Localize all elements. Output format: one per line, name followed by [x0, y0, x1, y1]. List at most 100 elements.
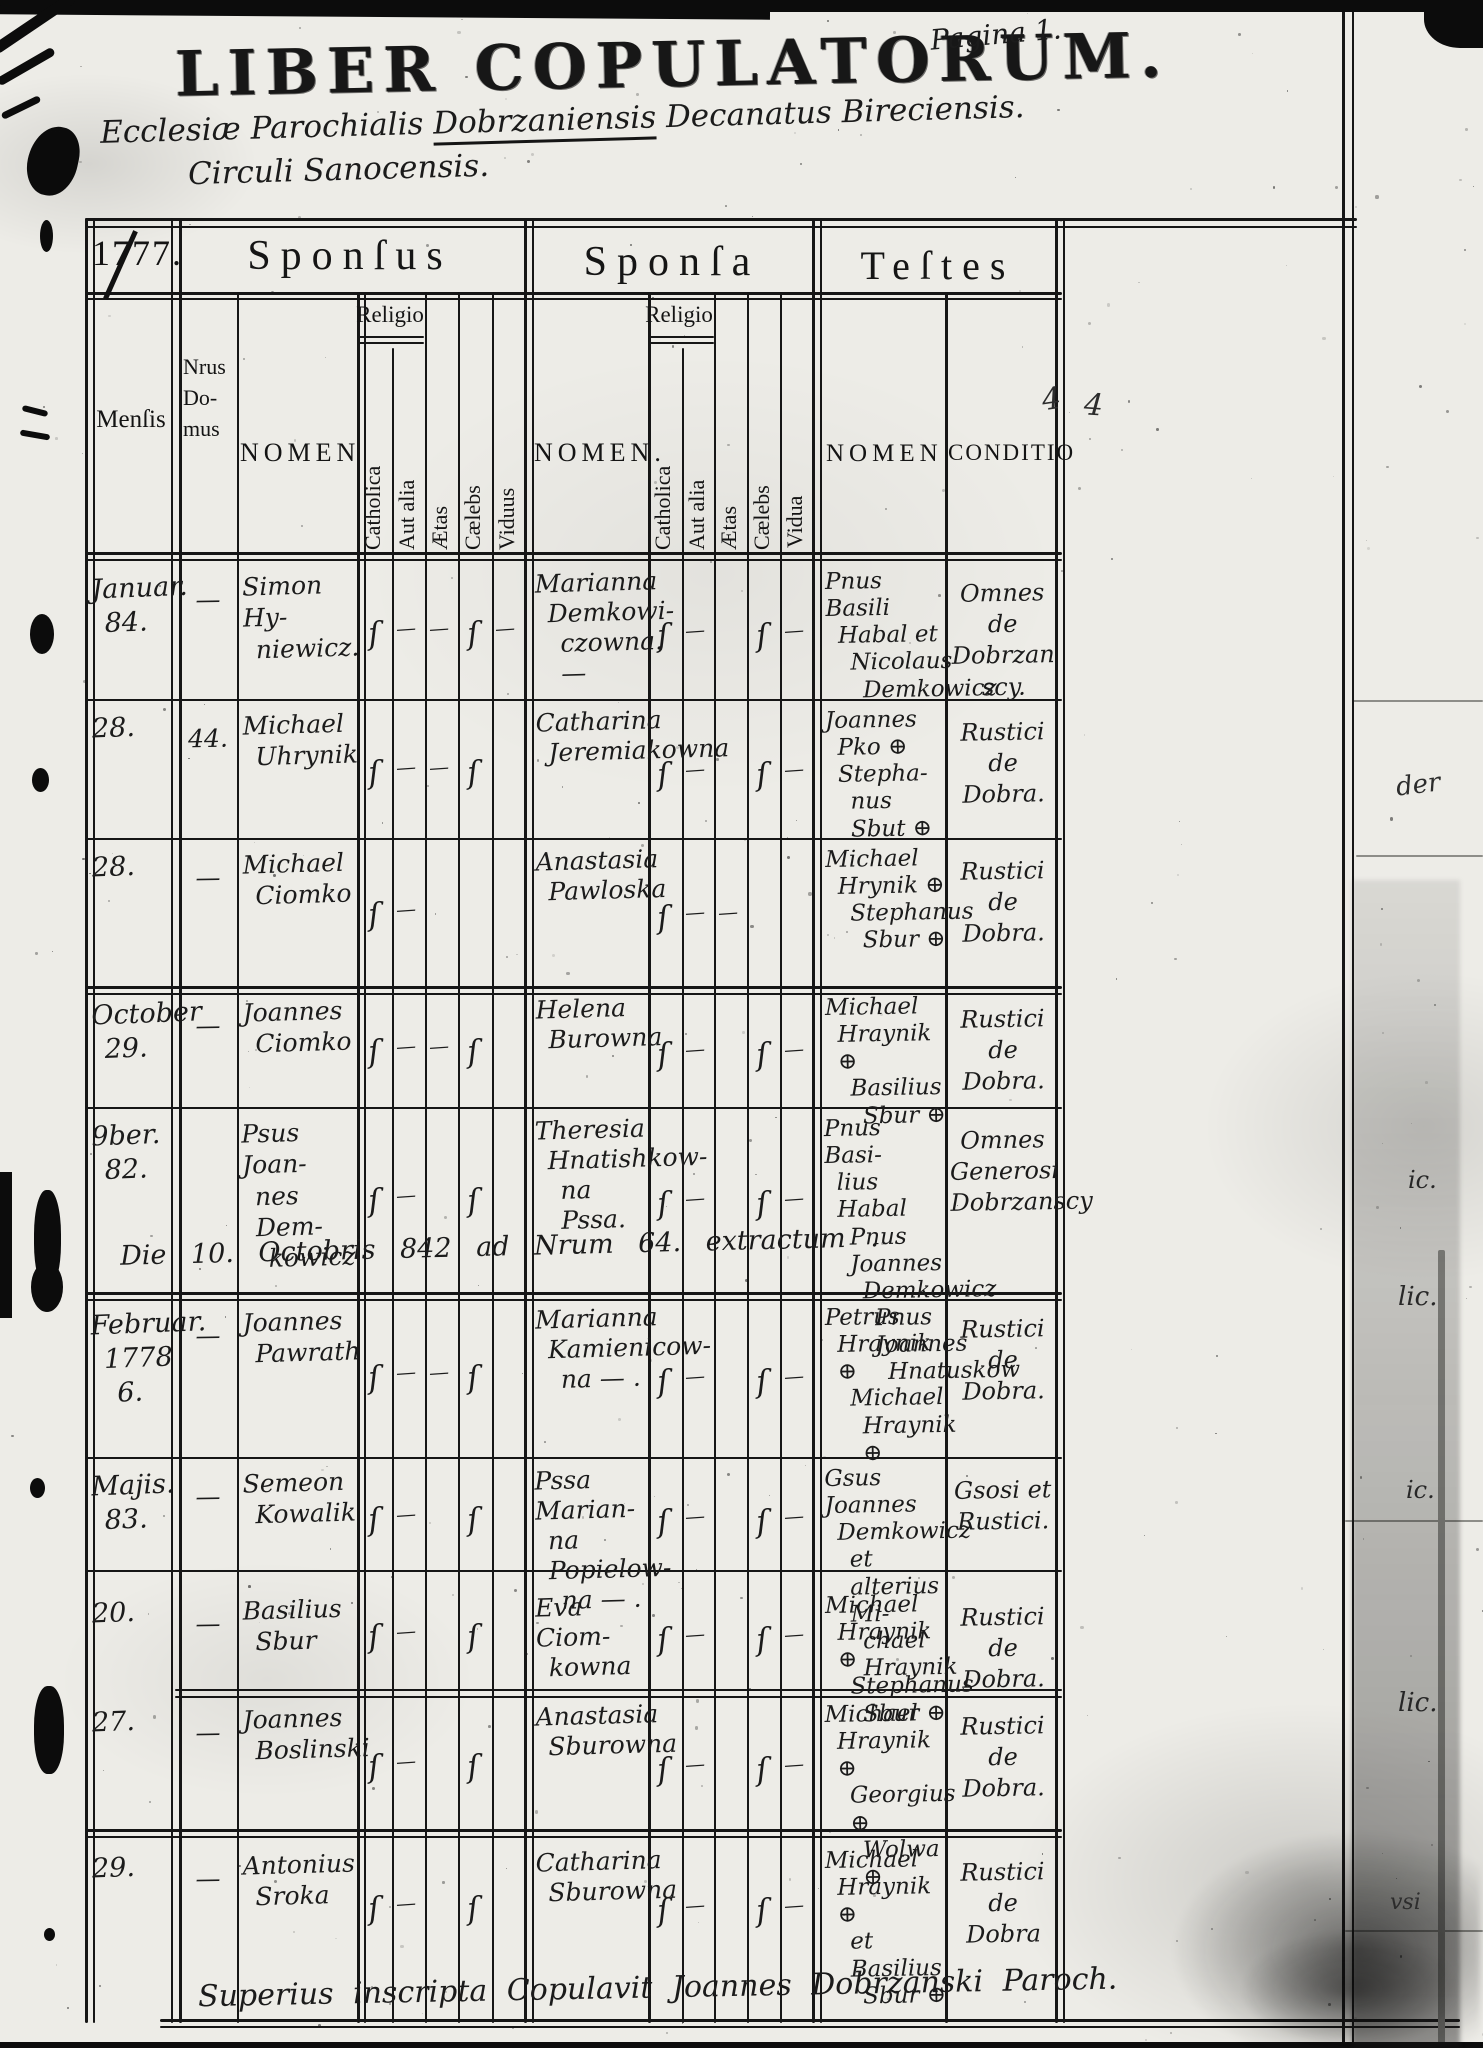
sponsus-name-line: Ciomko [255, 1026, 360, 1060]
paper-speckle [1175, 1501, 1178, 1504]
sponsus-mark: ſ [357, 1748, 391, 1786]
column-mensis: Menſis [90, 406, 172, 434]
sponsa-name-line: Marianna [534, 566, 649, 599]
sponsa-name-line: Anastasia [535, 844, 650, 877]
mensis-cell: 9ber. 82. [91, 1117, 174, 1188]
sponsus-name-line: Kowalik [255, 1497, 360, 1531]
paper-speckle [1396, 1878, 1397, 1879]
paper-speckle [1170, 2032, 1172, 2034]
margin-fragment: ic. [1408, 1166, 1437, 1194]
paper-speckle [1329, 1898, 1331, 1900]
sponsus-mark: — [390, 615, 424, 641]
sponsa-mark: — [778, 1185, 812, 1211]
paper-speckle [1386, 466, 1388, 468]
nrus-domus-cell: — [180, 1717, 237, 1749]
testes-names-line: Joannes [825, 706, 945, 735]
sponsus-name-line: Simon Hy- [242, 568, 360, 634]
sponsa-name-line: Burowna [548, 1022, 651, 1055]
testes-names-line: Nicolaus [850, 648, 946, 677]
sponsa-name: Marianna Kamienicow-na — . [535, 1302, 651, 1395]
mensis-cell-line: 9ber. [91, 1117, 172, 1154]
sponsus-name-line: kowicz [268, 1240, 361, 1274]
grid-line-v [714, 292, 716, 2023]
paper-speckle [1382, 1143, 1383, 1144]
mensis-cell: Majis. 83. [91, 1467, 174, 1538]
conditio-cell: Rustici de Dobra. [949, 1313, 1057, 1408]
paper-speckle [506, 956, 508, 958]
testes-names-line: Hraynik ⊕ [837, 1873, 946, 1929]
conditio-cell-line: Rustici [949, 1856, 1056, 1889]
paper-speckle [516, 954, 518, 956]
paper-speckle [1466, 1298, 1467, 1299]
margin-mark-2: 4 [1083, 387, 1104, 423]
sponsa-name-line: Marianna [535, 1302, 650, 1335]
testes-names-line: Hrynik ⊕ [838, 872, 946, 901]
paper-speckle [1376, 1206, 1379, 1209]
paper-speckle [1322, 337, 1325, 340]
sponsa-mark: — [679, 1185, 713, 1211]
grid-line-h [1352, 700, 1483, 702]
conditio-cell: Rustici de Dobra. [949, 716, 1057, 811]
paper-speckle [1328, 2003, 1331, 2006]
grid-line-v [425, 292, 427, 2023]
grid-line-h [85, 552, 1062, 555]
column-nomen-sponsa: NOMEN. [534, 438, 646, 468]
testes-names-line: Michael [825, 1846, 945, 1875]
paper-speckle [67, 2007, 69, 2009]
conditio-cell: Rustici de Dobra. [949, 1003, 1057, 1098]
sponsus-mark: ſ [357, 1182, 391, 1220]
sponsus-name-line: Joannes [242, 1701, 359, 1735]
testes-names-line: Pnus Basi- [824, 1114, 945, 1170]
sponsus-name-line: Sbur [255, 1624, 360, 1658]
paper-speckle [827, 20, 829, 22]
paper-speckle [749, 1139, 752, 1142]
paper-speckle [695, 1726, 698, 1729]
sponsa-name-line: Theresia [534, 1113, 649, 1146]
ink-blob [21, 122, 84, 201]
paper-speckle [225, 1316, 227, 1318]
sponsus-mark: ſ [357, 1501, 391, 1539]
testes-names-line: Petrus [825, 1303, 945, 1332]
testes-names-line: Pnus Basili [825, 567, 946, 623]
sponsus-mark: — [423, 754, 457, 780]
conditio-cell: Omnes de Dobrzan scy. [949, 577, 1057, 704]
paper-speckle [400, 1945, 403, 1948]
grid-line-h [1345, 1930, 1483, 1932]
mensis-cell-line: 28. [91, 709, 172, 746]
sponsa-name-line: na — . [560, 1362, 651, 1395]
conditio-cell: Rustici de Dobra. [949, 1710, 1057, 1805]
testes-names: Michael Hraynik ⊕ Basilius Sbur ⊕ [825, 993, 947, 1131]
paper-speckle [752, 216, 753, 217]
sponsa-name-line: Pawloska [548, 874, 651, 907]
sponsa-name-line: Demkowi- [547, 596, 650, 629]
testes-names-line: Sbur ⊕ [862, 926, 946, 955]
paper-speckle [150, 1235, 152, 1237]
sponsus-name-line: Psus Joan- [241, 1115, 359, 1181]
paper-speckle [787, 856, 790, 859]
margin-fragment: lic. [1398, 1282, 1437, 1312]
paper-speckle [89, 873, 90, 874]
paper-speckle [638, 802, 640, 804]
conditio-cell-line: Dobra [950, 1918, 1057, 1951]
sponsus-mark: ſ [456, 1501, 490, 1539]
conditio-cell-line: Rustici [949, 1003, 1056, 1036]
paper-speckle [1252, 53, 1253, 54]
sponsa-mark: — [778, 1363, 812, 1389]
sponsa-mark: — [679, 899, 713, 925]
sponsa-name-line: Hnatishkow- [547, 1143, 650, 1176]
paper-speckle [452, 1594, 454, 1596]
sponsa-name: Helena Burowna [535, 992, 651, 1055]
paper-speckle [742, 1031, 745, 1034]
paper-speckle [527, 160, 530, 163]
conditio-cell-line: scy. [951, 671, 1058, 704]
paper-speckle [1333, 476, 1334, 477]
nrus-domus-cell: — [180, 862, 237, 894]
mensis-cell-line: 28. [91, 848, 172, 885]
mensis-cell-line: Januar. [91, 570, 172, 607]
paper-speckle [696, 1699, 699, 1702]
testes-names-line: et Basilius [850, 1927, 947, 1983]
sponsus-name: Simon Hy-niewicz. [242, 568, 361, 665]
conditio-cell-line: Rustici [949, 855, 1056, 888]
mensis-cell-line: 84. [104, 604, 173, 640]
paper-speckle [149, 1801, 151, 1803]
